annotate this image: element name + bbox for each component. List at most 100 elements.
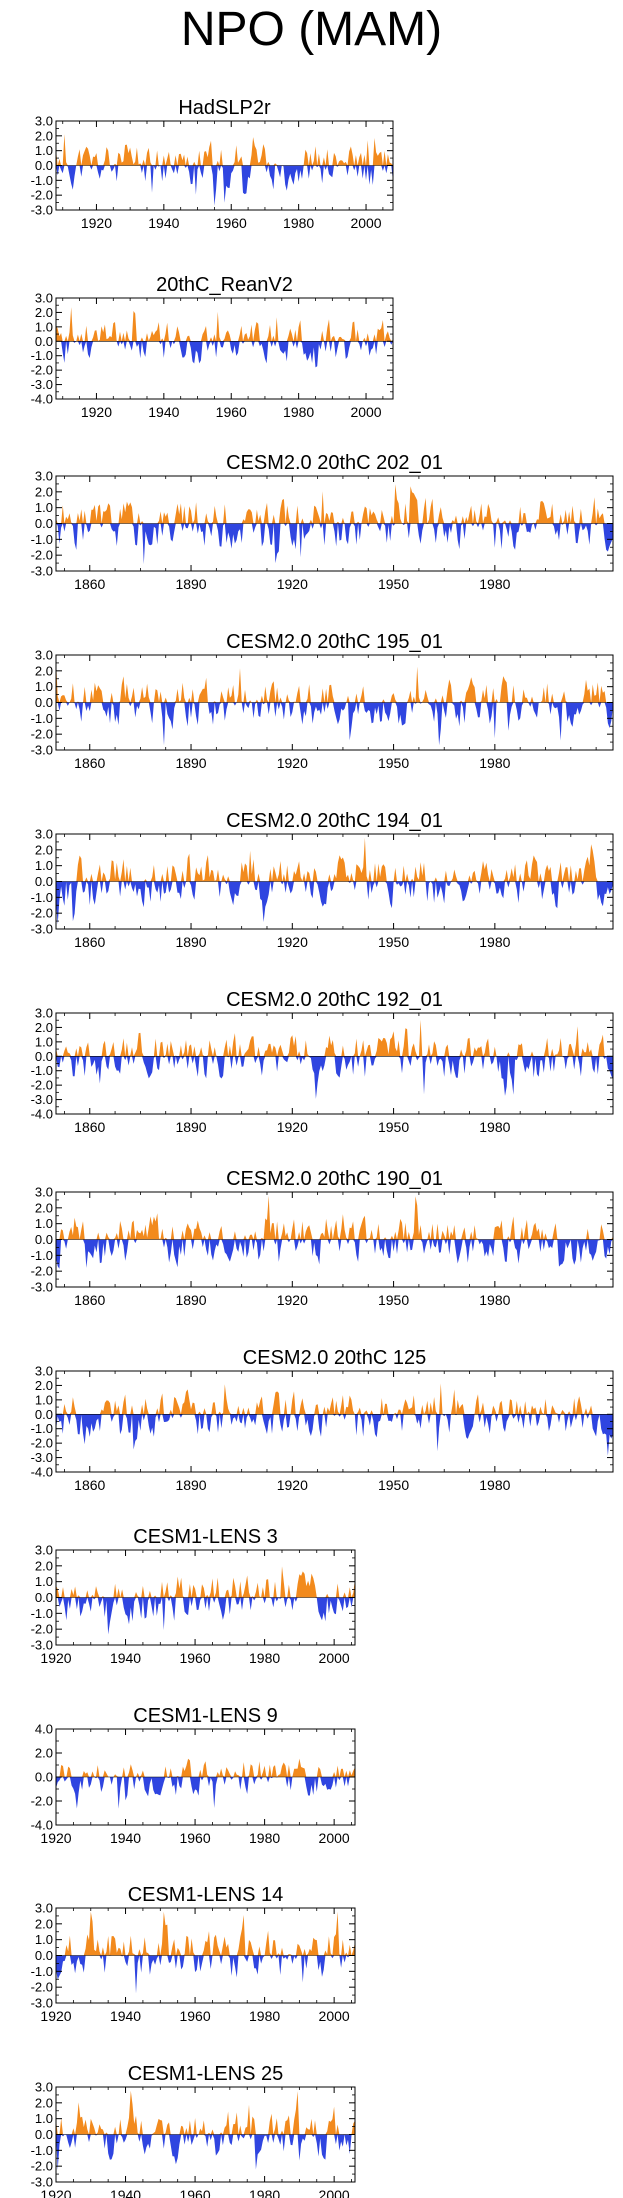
y-tick-label: 0.0: [35, 874, 53, 889]
x-tick-label: 1980: [479, 1477, 510, 1493]
x-tick-label: 1980: [479, 1119, 510, 1135]
positive-anomaly-area: [56, 307, 393, 342]
y-tick-label: 3.0: [35, 2080, 53, 2095]
y-tick-label: 1.0: [35, 319, 53, 334]
x-tick-label: 1950: [378, 576, 409, 592]
chart-panel-3: CESM2.0 20thC 202_01 3.02.01.00.0-1.0-2.0…: [31, 452, 614, 592]
x-tick-label: 1980: [479, 1292, 510, 1308]
positive-anomaly-area: [56, 1383, 613, 1415]
negative-anomaly-area: [56, 523, 613, 565]
y-tick-label: 3.0: [35, 1901, 53, 1916]
y-tick-label: 0.0: [35, 1049, 53, 1064]
x-tick-label: 1920: [40, 2008, 71, 2024]
plot-frame: [55, 297, 394, 400]
x-tick-label: 1860: [74, 576, 105, 592]
y-tick-label: 3.0: [35, 1185, 53, 1200]
y-tick-label: -3.0: [31, 377, 53, 392]
x-tick-label: 1920: [81, 215, 112, 231]
x-tick-label: 1890: [175, 934, 206, 950]
positive-anomaly-area: [56, 1566, 355, 1598]
y-tick-label: 0.0: [35, 158, 53, 173]
y-tick-label: 1.0: [35, 1932, 53, 1947]
positive-anomaly-area: [56, 837, 613, 882]
y-tick-label: -4.0: [31, 1818, 53, 1833]
negative-anomaly-area: [56, 1777, 355, 1809]
x-tick-label: 2000: [350, 215, 381, 231]
y-tick-label: 2.0: [35, 663, 53, 678]
x-tick-label: 1960: [179, 2008, 210, 2024]
x-tick-label: 1950: [378, 1292, 409, 1308]
y-tick-label: -1.0: [31, 1606, 53, 1621]
y-tick-label: 3.0: [35, 1364, 53, 1379]
y-tick-label: -4.0: [31, 1107, 53, 1122]
x-tick-label: 1950: [378, 934, 409, 950]
x-tick-label: 1890: [175, 576, 206, 592]
y-tick-label: -2.0: [31, 1264, 53, 1279]
y-tick-label: 0.0: [35, 334, 53, 349]
y-tick-label: 4.0: [35, 1722, 53, 1737]
chart-title: HadSLP2r: [178, 97, 271, 119]
y-tick-label: 0.0: [35, 1770, 53, 1785]
y-tick-label: -1.0: [31, 1421, 53, 1436]
x-tick-label: 2000: [319, 1650, 350, 1666]
x-tick-label: 1940: [110, 2008, 141, 2024]
y-tick-label: -1.0: [31, 348, 53, 363]
y-tick-label: -1.0: [31, 2143, 53, 2158]
y-tick-label: -2.0: [31, 1794, 53, 1809]
y-tick-label: 2.0: [35, 2095, 53, 2110]
y-tick-label: -3.0: [31, 564, 53, 579]
x-tick-label: 1940: [148, 215, 179, 231]
y-tick-label: -3.0: [31, 2175, 53, 2190]
x-tick-label: 1860: [74, 934, 105, 950]
x-tick-label: 1920: [277, 1477, 308, 1493]
y-tick-label: -2.0: [31, 1622, 53, 1637]
positive-anomaly-area: [56, 2090, 355, 2135]
x-tick-label: 1980: [249, 2187, 280, 2198]
y-tick-label: -3.0: [31, 1092, 53, 1107]
x-tick-label: 1980: [249, 1830, 280, 1846]
x-tick-label: 1920: [81, 404, 112, 420]
y-tick-label: 1.0: [35, 1574, 53, 1589]
positive-anomaly-area: [56, 1019, 613, 1057]
positive-anomaly-area: [56, 659, 613, 703]
y-tick-label: 0.0: [35, 1407, 53, 1422]
x-tick-label: 1890: [175, 755, 206, 771]
y-tick-label: 0.0: [35, 1590, 53, 1605]
negative-anomaly-area: [56, 1239, 613, 1269]
y-tick-label: -1.0: [31, 1964, 53, 1979]
positive-anomaly-area: [56, 1758, 355, 1777]
x-tick-label: 1950: [378, 1119, 409, 1135]
chart-panel-6: CESM2.0 20thC 192_01 3.02.01.00.0-1.0-2.0…: [31, 989, 614, 1135]
positive-anomaly-area: [56, 134, 393, 166]
x-tick-label: 1940: [110, 1830, 141, 1846]
y-tick-label: 3.0: [35, 469, 53, 484]
negative-anomaly-area: [56, 341, 393, 368]
x-tick-label: 1920: [277, 934, 308, 950]
x-tick-label: 1950: [378, 1477, 409, 1493]
y-tick-label: -3.0: [31, 203, 53, 218]
y-tick-label: 1.0: [35, 679, 53, 694]
y-tick-label: 0.0: [35, 516, 53, 531]
y-tick-label: 1.0: [35, 2111, 53, 2126]
x-tick-label: 1960: [216, 215, 247, 231]
y-tick-label: 3.0: [35, 648, 53, 663]
positive-anomaly-area: [56, 1911, 355, 1956]
chart-title: CESM2.0 20thC 190_01: [226, 1168, 443, 1190]
y-tick-label: -2.0: [31, 188, 53, 203]
chart-panel-9: CESM1-LENS 3 3.02.01.00.0-1.0-2.0-3.01920…: [31, 1526, 356, 1666]
chart-panel-2: 20thC_ReanV2 3.02.01.00.0-1.0-2.0-3.0-4.0…: [31, 274, 394, 420]
y-tick-label: 2.0: [35, 842, 53, 857]
y-tick-label: -3.0: [31, 1280, 53, 1295]
y-tick-label: 2.0: [35, 1020, 53, 1035]
x-tick-label: 2000: [319, 1830, 350, 1846]
y-tick-label: -2.0: [31, 1436, 53, 1451]
positive-anomaly-area: [56, 1195, 613, 1240]
negative-anomaly-area: [56, 881, 613, 925]
y-tick-label: 2.0: [35, 305, 53, 320]
x-tick-label: 1860: [74, 755, 105, 771]
x-tick-label: 1920: [40, 1650, 71, 1666]
negative-anomaly-area: [56, 2134, 355, 2170]
y-tick-label: 3.0: [35, 114, 53, 129]
